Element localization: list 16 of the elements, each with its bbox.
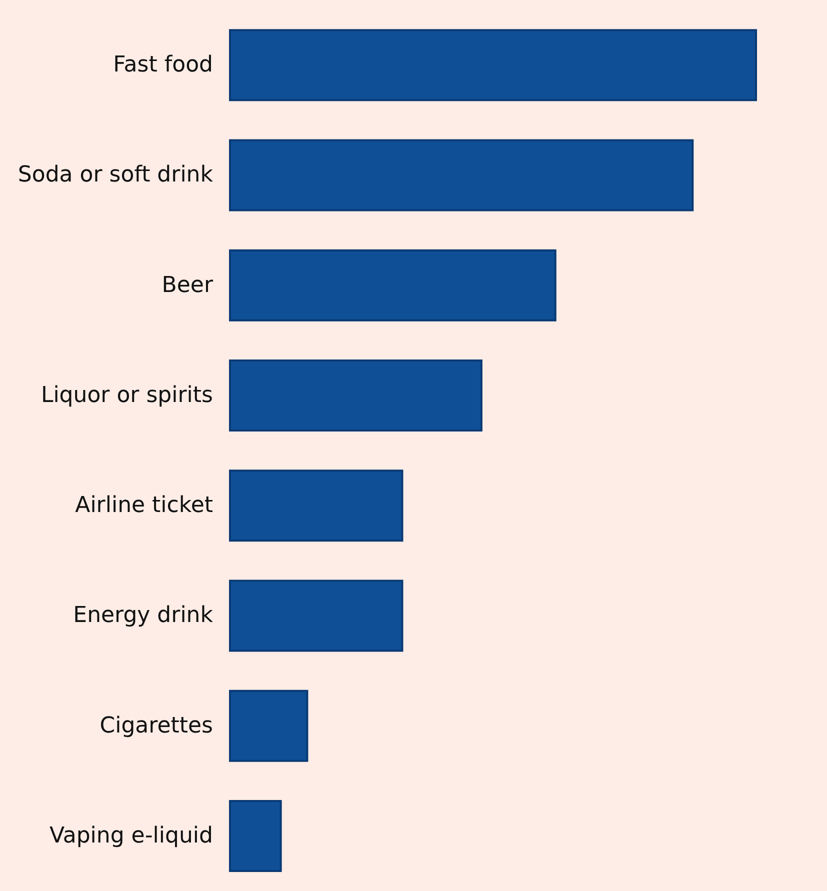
y-tick-label: Soda or soft drink <box>18 162 214 188</box>
bar <box>229 29 757 102</box>
bar <box>229 690 308 762</box>
y-tick-label: Liquor or spirits <box>40 382 213 408</box>
bar <box>229 580 404 652</box>
bar <box>229 139 694 212</box>
bar <box>229 470 404 542</box>
bar <box>229 249 556 322</box>
y-tick-label: Cigarettes <box>100 713 213 738</box>
y-tick-label: Vaping e-liquid <box>50 823 213 848</box>
y-tick-label: Airline ticket <box>75 493 214 518</box>
bar <box>229 359 482 432</box>
y-tick-label: Energy drink <box>73 603 214 628</box>
y-tick-label: Fast food <box>113 52 213 78</box>
y-tick-label: Beer <box>162 272 214 298</box>
bar <box>229 800 282 872</box>
